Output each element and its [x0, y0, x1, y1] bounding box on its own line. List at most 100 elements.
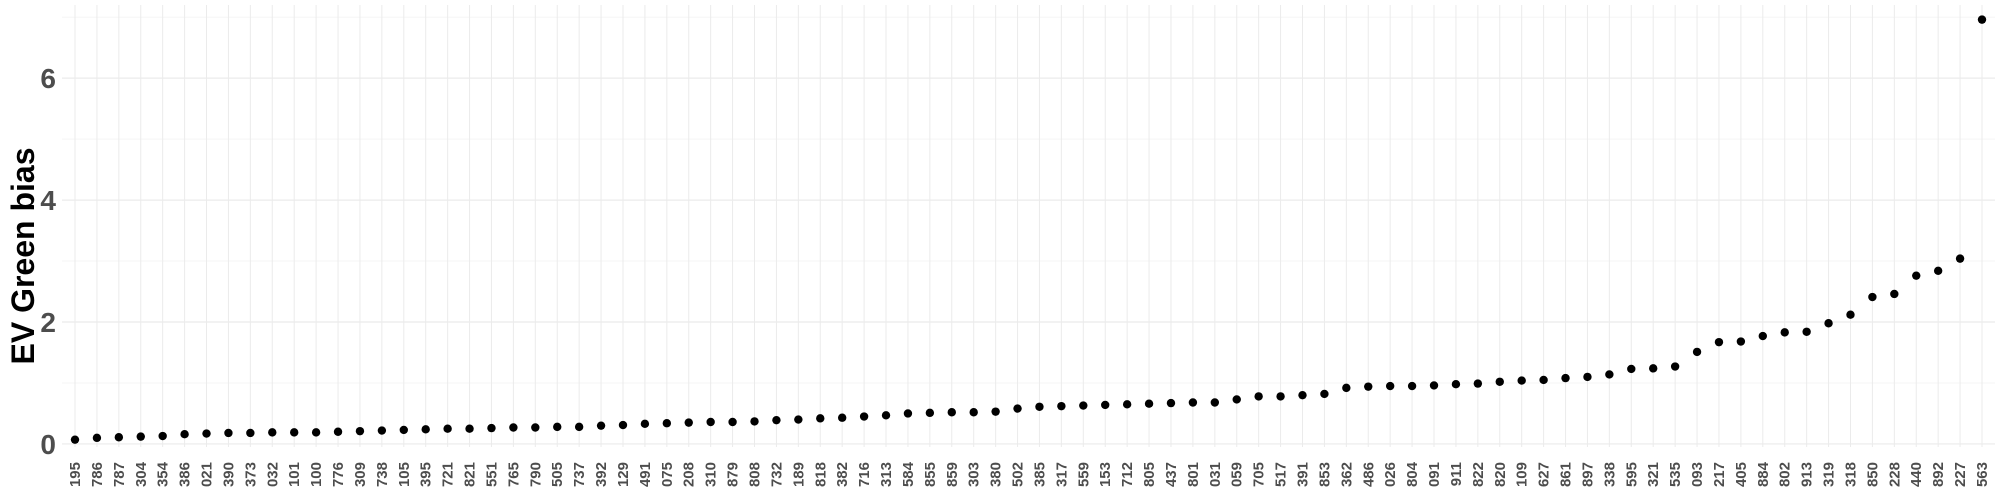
data-point: [1101, 400, 1110, 410]
data-point: [421, 425, 430, 434]
data-point: [1451, 380, 1461, 389]
x-tick-label: 502: [1010, 462, 1027, 487]
x-tick-label: 551: [483, 462, 500, 487]
x-tick-label: 382: [834, 462, 851, 487]
x-tick-label: 804: [1404, 461, 1421, 487]
data-point: [1298, 390, 1307, 400]
data-point: [1692, 347, 1702, 357]
data-point: [70, 435, 80, 444]
data-point: [1517, 376, 1526, 385]
x-tick-label: 109: [1514, 462, 1531, 487]
x-tick-label: 595: [1623, 462, 1640, 487]
x-tick-label: 765: [505, 462, 522, 487]
data-point: [596, 421, 606, 430]
data-point: [553, 422, 562, 432]
x-tick-label: 627: [1536, 462, 1553, 487]
x-tick-label: 853: [1316, 462, 1333, 487]
x-tick-label: 310: [703, 462, 720, 487]
data-point: [1276, 392, 1285, 401]
x-tick-label: 227: [1952, 462, 1969, 487]
data-point: [1605, 370, 1614, 379]
data-point: [1122, 400, 1132, 409]
data-point: [1912, 271, 1921, 280]
x-tick-label: 091: [1426, 462, 1443, 487]
data-point: [1890, 289, 1899, 299]
x-tick-label: 821: [462, 462, 479, 487]
x-tick-label: 855: [922, 462, 939, 487]
data-point: [1933, 266, 1943, 276]
x-tick-label: 195: [67, 462, 84, 487]
x-tick-label: 026: [1382, 462, 1399, 487]
x-tick-label: 559: [1075, 462, 1092, 487]
data-point: [158, 431, 167, 441]
data-point: [1846, 310, 1855, 319]
data-point: [969, 408, 978, 417]
x-tick-label: 913: [1799, 462, 1816, 487]
x-tick-label: 101: [286, 462, 303, 487]
y-tick-label: 0: [40, 429, 56, 460]
data-point: [706, 417, 715, 427]
data-point: [816, 414, 825, 423]
data-point: [1495, 377, 1504, 386]
x-tick-label: 716: [856, 462, 873, 487]
x-tick-label: 818: [812, 462, 829, 487]
data-point: [1780, 328, 1789, 337]
data-point: [772, 415, 781, 425]
data-point: [1385, 381, 1395, 391]
data-point: [1758, 331, 1768, 341]
x-tick-label: 153: [1097, 462, 1114, 487]
data-point: [1868, 292, 1877, 302]
data-point: [1714, 337, 1724, 347]
data-point: [662, 419, 672, 428]
x-tick-label: 859: [944, 462, 961, 487]
x-tick-label: 313: [878, 462, 895, 487]
data-point: [1670, 362, 1680, 371]
data-point: [531, 423, 540, 432]
data-point: [794, 415, 803, 424]
data-point: [925, 408, 935, 418]
data-point: [1364, 382, 1373, 391]
data-point: [180, 429, 189, 439]
x-tick-label: 737: [571, 462, 588, 487]
data-point: [289, 428, 299, 437]
x-tick-labels: 195 786 787 304 354 386 021 390 373 032 101 100 776 3…: [67, 461, 1991, 487]
x-tick-label: 392: [593, 462, 610, 487]
data-point: [268, 428, 277, 437]
x-tick-label: 093: [1689, 462, 1706, 487]
data-point: [1079, 401, 1088, 410]
data-point: [224, 428, 233, 438]
x-tick-label: 391: [1294, 462, 1311, 487]
data-point: [355, 426, 365, 436]
data-point: [1166, 398, 1176, 408]
x-tick-label: 822: [1470, 462, 1487, 487]
x-tick-label: 861: [1558, 462, 1575, 487]
data-point: [1802, 327, 1811, 336]
x-tick-label: 021: [199, 462, 216, 487]
x-tick-label: 405: [1733, 462, 1750, 487]
x-tick-label: 738: [374, 462, 391, 487]
x-tick-label: 786: [89, 462, 106, 487]
x-tick-label: 850: [1864, 462, 1881, 487]
y-tick-label: 4: [40, 185, 56, 216]
x-tick-label: 517: [1273, 462, 1290, 487]
y-tick-label: 6: [40, 63, 56, 94]
x-tick-label: 787: [111, 462, 128, 487]
data-point: [1254, 392, 1263, 401]
grid-layer: [62, 5, 1995, 447]
x-tick-label: 059: [1229, 462, 1246, 487]
x-tick-label: 584: [900, 461, 917, 487]
x-tick-label: 820: [1492, 462, 1509, 487]
data-point: [333, 427, 343, 436]
data-point: [399, 425, 408, 435]
x-tick-label: 802: [1777, 462, 1794, 487]
data-point: [1977, 15, 1987, 24]
data-point: [1824, 319, 1833, 328]
data-point: [837, 413, 847, 422]
x-tick-label: 319: [1821, 462, 1838, 487]
x-tick-label: 790: [527, 462, 544, 487]
x-tick-label: 808: [747, 462, 764, 487]
x-tick-label: 879: [725, 462, 742, 487]
y-axis-title: EV Green bias: [5, 148, 41, 365]
